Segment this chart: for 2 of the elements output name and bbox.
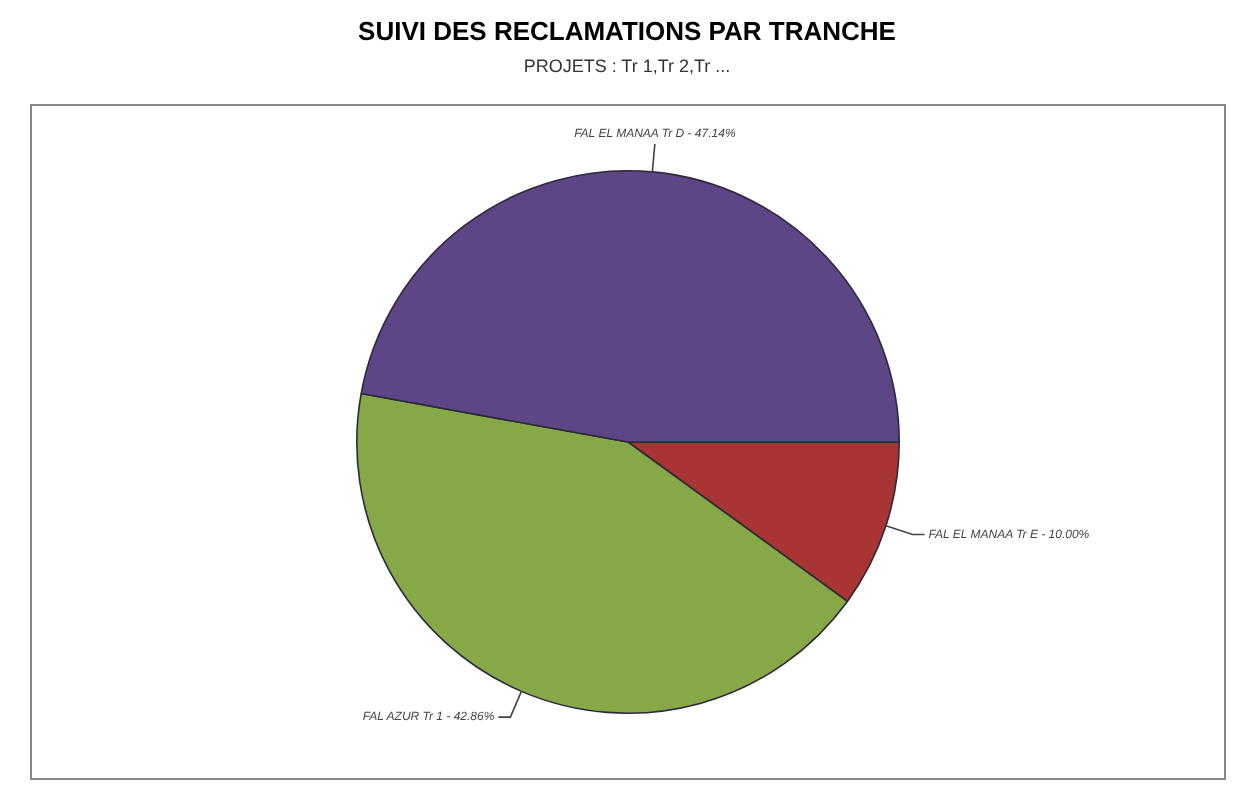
chart-title: SUIVI DES RECLAMATIONS PAR TRANCHE (356, 16, 898, 46)
chart-subtitle: PROJETS : Tr 1,Tr 2,Tr ... (521, 56, 733, 76)
